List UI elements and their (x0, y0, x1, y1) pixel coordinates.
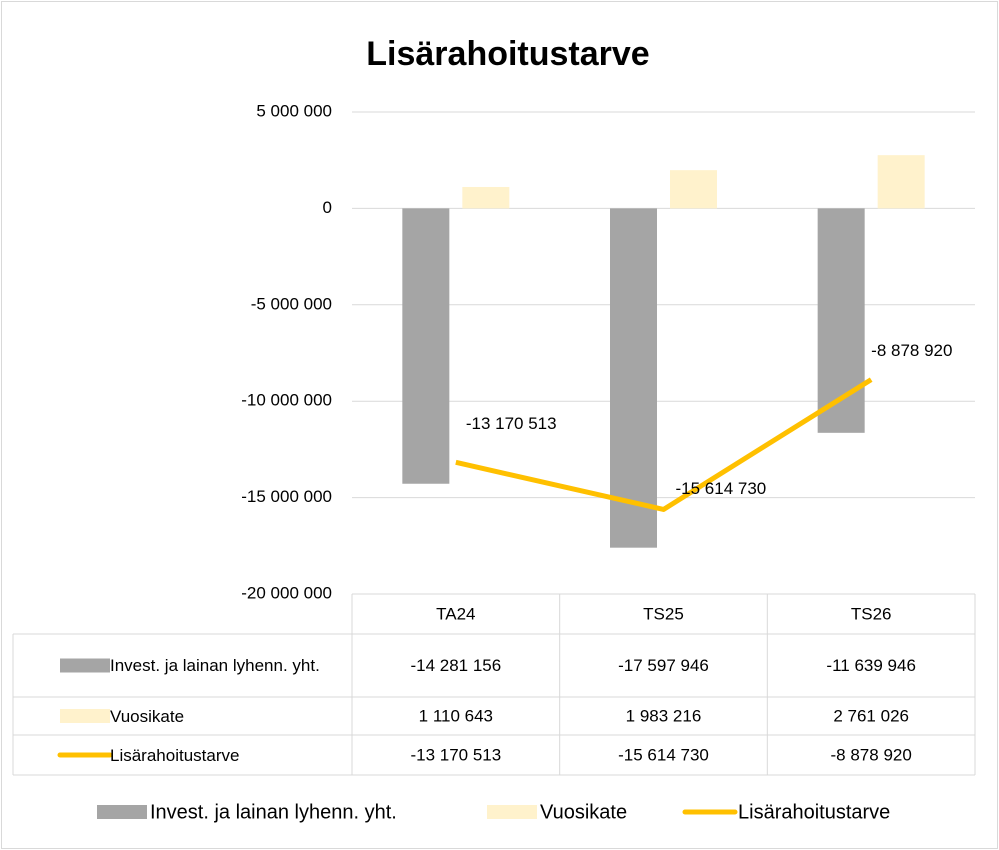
legend-swatch (487, 805, 537, 819)
data-label: -15 614 730 (676, 479, 767, 498)
x-tick-label: TS25 (643, 604, 684, 623)
data-label: -13 170 513 (466, 414, 557, 433)
row-label: Invest. ja lainan lyhenn. yht. (110, 656, 320, 675)
table-cell: -17 597 946 (618, 656, 709, 675)
table-cell: -13 170 513 (410, 745, 501, 764)
y-tick-label: 0 (323, 198, 332, 217)
bar (402, 208, 450, 484)
legend-label: Vuosikate (540, 801, 627, 823)
table-row-header: Invest. ja lainan lyhenn. yht. (110, 656, 320, 675)
table-cell: -15 614 730 (618, 745, 709, 764)
table-cell: -11 639 946 (826, 656, 915, 675)
table-swatch (60, 709, 110, 723)
row-label: Lisärahoitustarve (110, 745, 240, 765)
bar (877, 155, 925, 209)
x-tick-label: TS26 (851, 604, 892, 623)
table-cell: -8 878 920 (831, 745, 912, 764)
data-label: -8 878 920 (871, 341, 952, 360)
chart-title: Lisärahoitustarve (366, 35, 649, 73)
y-tick-label: -20 000 000 (241, 583, 332, 602)
y-tick-label: 5 000 000 (256, 101, 332, 120)
table-cell: -14 281 156 (410, 656, 501, 675)
legend-label: Invest. ja lainan lyhenn. yht. (150, 801, 397, 823)
legend-label: Lisärahoitustarve (738, 801, 890, 823)
table-cell: 2 761 026 (833, 706, 909, 725)
y-tick-label: -15 000 000 (241, 487, 332, 506)
line (455, 377, 873, 512)
table-swatch (60, 658, 110, 673)
y-tick-label: -10 000 000 (241, 391, 332, 410)
legend-swatch (97, 805, 147, 819)
table-cell: 1 983 216 (626, 706, 702, 725)
table-row-header: Lisärahoitustarve (110, 745, 240, 765)
bar (462, 186, 510, 209)
table-row-header: Vuosikate (110, 706, 185, 726)
y-tick-label: -5 000 000 (251, 294, 332, 313)
x-tick-label: TA24 (436, 604, 475, 623)
bar (610, 208, 657, 548)
bar (670, 170, 717, 209)
table-cell: 1 110 643 (419, 706, 493, 725)
row-label: Vuosikate (110, 706, 185, 726)
